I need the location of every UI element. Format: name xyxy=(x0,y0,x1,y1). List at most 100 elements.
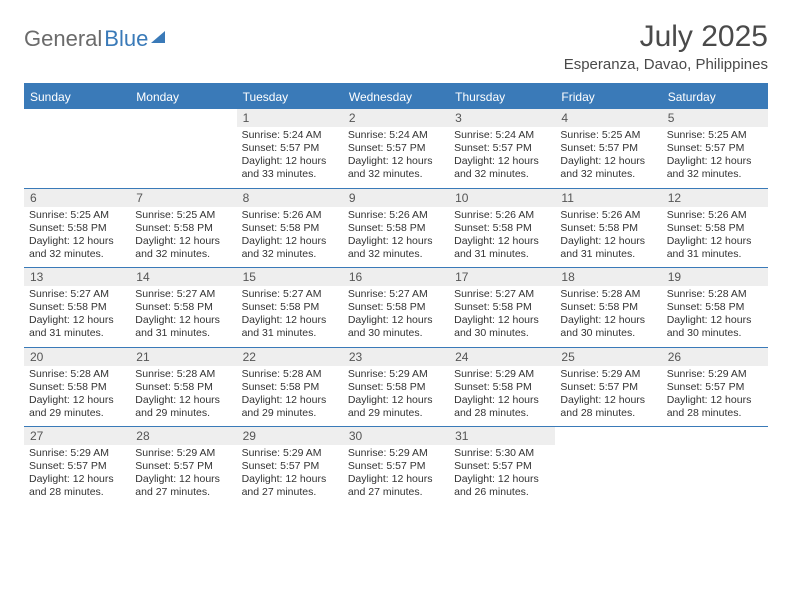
day-info-line: Sunrise: 5:27 AM xyxy=(135,288,231,301)
day-info-line: and 29 minutes. xyxy=(348,407,444,420)
day-number: 23 xyxy=(343,348,449,366)
day-cell: 25Sunrise: 5:29 AMSunset: 5:57 PMDayligh… xyxy=(555,348,661,427)
day-cell: 10Sunrise: 5:26 AMSunset: 5:58 PMDayligh… xyxy=(449,189,555,268)
day-number: 19 xyxy=(662,268,768,286)
day-number: 22 xyxy=(237,348,343,366)
day-info-line: and 27 minutes. xyxy=(348,486,444,499)
day-info-line: Daylight: 12 hours xyxy=(348,235,444,248)
day-body: Sunrise: 5:30 AMSunset: 5:57 PMDaylight:… xyxy=(449,445,555,506)
day-header-row: SundayMondayTuesdayWednesdayThursdayFrid… xyxy=(24,85,768,109)
day-info-line: and 32 minutes. xyxy=(667,168,763,181)
day-number: 12 xyxy=(662,189,768,207)
day-number: 2 xyxy=(343,109,449,127)
day-cell: 1Sunrise: 5:24 AMSunset: 5:57 PMDaylight… xyxy=(237,109,343,188)
day-number: 28 xyxy=(130,427,236,445)
day-info-line: Sunrise: 5:26 AM xyxy=(242,209,338,222)
day-info-line: Sunrise: 5:26 AM xyxy=(454,209,550,222)
page-header: General Blue July 2025 Esperanza, Davao,… xyxy=(24,20,768,75)
day-info-line: Sunrise: 5:25 AM xyxy=(667,129,763,142)
day-info-line: and 29 minutes. xyxy=(242,407,338,420)
day-info-line: Sunrise: 5:29 AM xyxy=(29,447,125,460)
day-number: 24 xyxy=(449,348,555,366)
day-number: 21 xyxy=(130,348,236,366)
day-info-line: Sunset: 5:57 PM xyxy=(242,460,338,473)
week-row: 27Sunrise: 5:29 AMSunset: 5:57 PMDayligh… xyxy=(24,427,768,506)
day-number: 1 xyxy=(237,109,343,127)
day-info-line: Sunset: 5:58 PM xyxy=(348,381,444,394)
day-info-line: Daylight: 12 hours xyxy=(29,314,125,327)
day-info-line: Sunset: 5:57 PM xyxy=(560,142,656,155)
calendar: SundayMondayTuesdayWednesdayThursdayFrid… xyxy=(24,83,768,506)
location-subtitle: Esperanza, Davao, Philippines xyxy=(564,56,768,73)
day-body: Sunrise: 5:25 AMSunset: 5:58 PMDaylight:… xyxy=(130,207,236,268)
day-info-line: Daylight: 12 hours xyxy=(667,394,763,407)
day-body: Sunrise: 5:29 AMSunset: 5:57 PMDaylight:… xyxy=(555,366,661,427)
day-info-line: and 32 minutes. xyxy=(348,168,444,181)
day-info-line: Sunrise: 5:30 AM xyxy=(454,447,550,460)
day-info-line: Sunset: 5:58 PM xyxy=(667,301,763,314)
day-info-line: Sunrise: 5:27 AM xyxy=(29,288,125,301)
day-info-line: Sunrise: 5:28 AM xyxy=(560,288,656,301)
day-header: Friday xyxy=(555,85,661,109)
day-info-line: Sunset: 5:57 PM xyxy=(348,142,444,155)
day-info-line: Sunrise: 5:29 AM xyxy=(348,447,444,460)
day-info-line: and 29 minutes. xyxy=(135,407,231,420)
day-body: Sunrise: 5:29 AMSunset: 5:57 PMDaylight:… xyxy=(237,445,343,506)
month-title: July 2025 xyxy=(564,20,768,54)
day-info-line: Sunset: 5:57 PM xyxy=(348,460,444,473)
day-info-line: Sunset: 5:58 PM xyxy=(135,222,231,235)
day-info-line: Daylight: 12 hours xyxy=(667,235,763,248)
day-info-line: Daylight: 12 hours xyxy=(454,394,550,407)
day-info-line: and 31 minutes. xyxy=(29,327,125,340)
day-info-line: and 32 minutes. xyxy=(135,248,231,261)
day-info-line: Sunset: 5:57 PM xyxy=(29,460,125,473)
day-info-line: Sunrise: 5:24 AM xyxy=(242,129,338,142)
day-info-line: Sunrise: 5:29 AM xyxy=(454,368,550,381)
day-info-line: Sunset: 5:58 PM xyxy=(29,301,125,314)
day-body: Sunrise: 5:27 AMSunset: 5:58 PMDaylight:… xyxy=(449,286,555,347)
day-info-line: Sunset: 5:57 PM xyxy=(667,381,763,394)
day-info-line: Sunset: 5:58 PM xyxy=(242,301,338,314)
day-number: 15 xyxy=(237,268,343,286)
day-cell: 8Sunrise: 5:26 AMSunset: 5:58 PMDaylight… xyxy=(237,189,343,268)
day-info-line: Sunrise: 5:29 AM xyxy=(667,368,763,381)
day-body: Sunrise: 5:26 AMSunset: 5:58 PMDaylight:… xyxy=(662,207,768,268)
logo: General Blue xyxy=(24,26,165,52)
day-info-line: Daylight: 12 hours xyxy=(454,155,550,168)
day-body: Sunrise: 5:29 AMSunset: 5:57 PMDaylight:… xyxy=(130,445,236,506)
day-number: 5 xyxy=(662,109,768,127)
day-info-line: Daylight: 12 hours xyxy=(667,155,763,168)
day-info-line: Sunset: 5:58 PM xyxy=(454,222,550,235)
day-number: 26 xyxy=(662,348,768,366)
day-info-line: Daylight: 12 hours xyxy=(348,155,444,168)
day-body: Sunrise: 5:28 AMSunset: 5:58 PMDaylight:… xyxy=(24,366,130,427)
day-cell: 3Sunrise: 5:24 AMSunset: 5:57 PMDaylight… xyxy=(449,109,555,188)
day-info-line: and 28 minutes. xyxy=(560,407,656,420)
day-info-line: and 31 minutes. xyxy=(667,248,763,261)
day-info-line: Sunset: 5:58 PM xyxy=(135,301,231,314)
day-info-line: Sunrise: 5:28 AM xyxy=(29,368,125,381)
day-info-line: and 32 minutes. xyxy=(454,168,550,181)
day-info-line: and 28 minutes. xyxy=(454,407,550,420)
day-info-line: and 31 minutes. xyxy=(560,248,656,261)
day-info-line: Daylight: 12 hours xyxy=(454,314,550,327)
day-number: 18 xyxy=(555,268,661,286)
day-info-line: Sunrise: 5:27 AM xyxy=(242,288,338,301)
day-info-line: and 33 minutes. xyxy=(242,168,338,181)
day-info-line: Daylight: 12 hours xyxy=(454,473,550,486)
day-number: 31 xyxy=(449,427,555,445)
day-info-line: Sunset: 5:58 PM xyxy=(348,301,444,314)
empty-day-cell xyxy=(662,427,768,506)
day-header: Tuesday xyxy=(237,85,343,109)
day-info-line: Sunrise: 5:27 AM xyxy=(348,288,444,301)
day-number: 9 xyxy=(343,189,449,207)
logo-triangle-icon xyxy=(151,31,165,43)
day-cell: 28Sunrise: 5:29 AMSunset: 5:57 PMDayligh… xyxy=(130,427,236,506)
day-header: Wednesday xyxy=(343,85,449,109)
day-header: Sunday xyxy=(24,85,130,109)
week-row: 1Sunrise: 5:24 AMSunset: 5:57 PMDaylight… xyxy=(24,109,768,189)
day-body: Sunrise: 5:25 AMSunset: 5:57 PMDaylight:… xyxy=(555,127,661,188)
day-number: 3 xyxy=(449,109,555,127)
day-body: Sunrise: 5:26 AMSunset: 5:58 PMDaylight:… xyxy=(237,207,343,268)
day-info-line: Sunset: 5:57 PM xyxy=(454,142,550,155)
